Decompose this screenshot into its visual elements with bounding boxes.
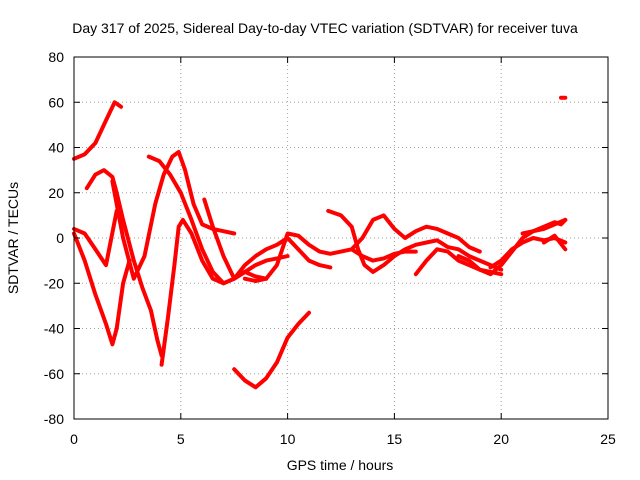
y-tick-label: -40: [44, 321, 64, 337]
x-tick-label: 25: [600, 431, 616, 447]
chart-title: Day 317 of 2025, Sidereal Day-to-day VTE…: [72, 20, 578, 36]
series-arc-1: [72, 100, 123, 161]
x-tick-label: 5: [177, 431, 185, 447]
series-arc-16: [520, 217, 568, 236]
series-arc-5: [110, 150, 237, 281]
series-arc-2: [84, 168, 164, 358]
x-tick-label: 0: [70, 431, 78, 447]
series-arc-7: [159, 217, 269, 367]
series-arc-17: [541, 233, 568, 252]
series-arc-6: [146, 154, 290, 286]
y-tick-label: 40: [48, 140, 64, 156]
y-tick-label: 80: [48, 49, 64, 65]
series-arc-8: [202, 197, 333, 281]
y-tick-label: -60: [44, 366, 64, 382]
series-arc-11: [326, 208, 504, 274]
y-tick-label: -20: [44, 275, 64, 291]
series-arc-10: [242, 231, 418, 283]
x-axis-label: GPS time / hours: [287, 457, 394, 473]
x-tick-label: 10: [280, 431, 296, 447]
y-axis-label: SDTVAR / TECUs: [5, 182, 21, 294]
y-tick-labels: -80 -60 -40 -20 0 20 40 60 80: [44, 49, 64, 427]
series-arc-13: [413, 247, 504, 277]
y-tick-label: 20: [48, 185, 64, 201]
series-arc-3: [72, 231, 132, 347]
y-tick-label: -80: [44, 411, 64, 427]
x-tick-label: 20: [493, 431, 509, 447]
grid-lines: [74, 57, 608, 419]
series-arc-4: [72, 208, 119, 268]
data-series: [72, 95, 568, 390]
x-tick-labels: 0 5 10 15 20 25: [70, 431, 616, 447]
y-tick-label: 0: [56, 230, 64, 246]
x-tick-label: 15: [387, 431, 403, 447]
series-arc-9: [232, 310, 311, 390]
y-tick-label: 60: [48, 94, 64, 110]
series-arc-12: [349, 213, 482, 254]
axis-ticks: [73, 56, 609, 420]
